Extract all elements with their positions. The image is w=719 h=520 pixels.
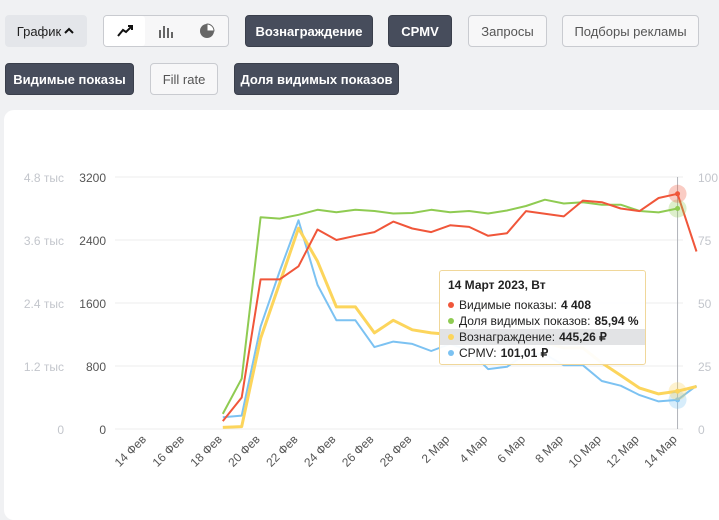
metric-button-visible-impressions[interactable]: Видимые показы	[5, 63, 134, 95]
tooltip-row-label: Вознаграждение:	[459, 330, 556, 344]
chevron-up-icon	[64, 27, 74, 34]
hover-point	[675, 206, 681, 211]
chart-tooltip: 14 Март 2023, Вт Видимые показы: 4 408 Д…	[439, 270, 646, 365]
metric-label: Подборы рекламы	[574, 23, 687, 39]
tooltip-row-label: Видимые показы:	[459, 298, 557, 312]
tooltip-row: CPMV: 101,01 ₽	[448, 345, 637, 361]
hover-point	[675, 397, 681, 403]
pie-chart-icon	[200, 23, 215, 38]
x-axis-tick-label: 2 Мар	[419, 432, 453, 466]
x-axis-tick-label: 4 Мар	[457, 432, 491, 466]
metric-label: Запросы	[481, 23, 534, 39]
series-color-dot	[448, 318, 454, 324]
tooltip-row-value: 85,94 %	[594, 314, 639, 328]
right-axis-tick: 100	[698, 171, 719, 185]
metric-label: Видимые показы	[13, 71, 126, 87]
metric-button-requests[interactable]: Запросы	[468, 15, 547, 47]
tooltip-row-label: Доля видимых показов:	[459, 314, 591, 328]
left-axis-tick: 4.8 тыс	[23, 171, 64, 185]
tooltip-row-value: 101,01 ₽	[500, 346, 549, 360]
metric-button-ad-matches[interactable]: Подборы рекламы	[562, 15, 699, 47]
metric-label: Вознаграждение	[255, 23, 363, 39]
right-axis-tick: 75	[698, 234, 712, 248]
right-axis-tick: 50	[698, 297, 712, 311]
left-axis-tick: 2.4 тыс	[23, 297, 64, 311]
metric-button-cpmv[interactable]: CPMV	[388, 15, 452, 47]
series-color-dot	[448, 302, 454, 308]
metric-button-fill-rate[interactable]: Fill rate	[150, 63, 218, 95]
tooltip-row: Доля видимых показов: 85,94 %	[448, 313, 639, 329]
x-axis-tick-label: 28 Фев	[377, 432, 414, 469]
x-axis-tick-label: 10 Мар	[566, 432, 605, 471]
metric-button-visible-share[interactable]: Доля видимых показов	[234, 63, 399, 95]
x-axis-tick-label: 12 Мар	[603, 432, 642, 471]
x-axis-tick-label: 14 Мар	[641, 432, 680, 471]
metric-label: Доля видимых показов	[240, 71, 393, 87]
tooltip-row-label: CPMV:	[459, 346, 497, 360]
chart-menu-button[interactable]: График	[5, 15, 87, 47]
metric-label: CPMV	[401, 23, 439, 39]
chart-menu-label: График	[16, 23, 62, 39]
tooltip-row: Видимые показы: 4 408	[448, 297, 637, 313]
bar-chart-icon	[158, 26, 173, 38]
chart-type-pie[interactable]	[187, 16, 228, 46]
x-axis-tick-label: 18 Фев	[187, 432, 224, 469]
x-axis-tick-label: 16 Фев	[150, 432, 187, 469]
right-axis-tick: 25	[698, 360, 712, 374]
left-axis-tick: 1.2 тыс	[23, 360, 64, 374]
x-axis-tick-label: 20 Фев	[225, 432, 262, 469]
tooltip-title: 14 Март 2023, Вт	[448, 278, 546, 292]
x-axis-tick-label: 14 Фев	[112, 432, 149, 469]
x-axis-tick-label: 24 Фев	[301, 432, 338, 469]
hover-point	[675, 388, 681, 394]
tooltip-row: Вознаграждение: 445,26 ₽	[440, 329, 645, 345]
x-axis-tick-label: 26 Фев	[339, 432, 376, 469]
x-axis-tick-label: 6 Мар	[494, 432, 528, 466]
chart-type-line[interactable]	[104, 16, 146, 46]
tooltip-row-value: 4 408	[560, 298, 592, 312]
series-color-dot	[448, 350, 454, 356]
series-line	[221, 198, 678, 415]
middle-axis-tick: 1600	[79, 297, 106, 311]
hover-point	[675, 191, 681, 197]
middle-axis-tick: 0	[99, 423, 106, 437]
middle-axis-tick: 2400	[79, 234, 106, 248]
chart-type-switch	[103, 15, 229, 47]
left-axis-tick: 3.6 тыс	[23, 234, 64, 248]
x-axis-tick-label: 22 Фев	[263, 432, 300, 469]
series-color-dot	[448, 334, 454, 340]
metric-button-reward[interactable]: Вознаграждение	[245, 15, 373, 47]
line-chart-icon	[116, 25, 133, 37]
middle-axis-tick: 800	[85, 360, 106, 374]
left-axis-tick: 0	[57, 423, 64, 437]
series-line	[222, 192, 698, 422]
metric-label: Fill rate	[162, 71, 206, 87]
tooltip-row-value: 445,26 ₽	[559, 330, 607, 344]
chart-type-bar[interactable]	[145, 16, 186, 46]
middle-axis-tick: 3200	[79, 171, 106, 185]
right-axis-tick: 0	[698, 423, 705, 437]
x-axis-tick-label: 8 Мар	[532, 432, 566, 466]
